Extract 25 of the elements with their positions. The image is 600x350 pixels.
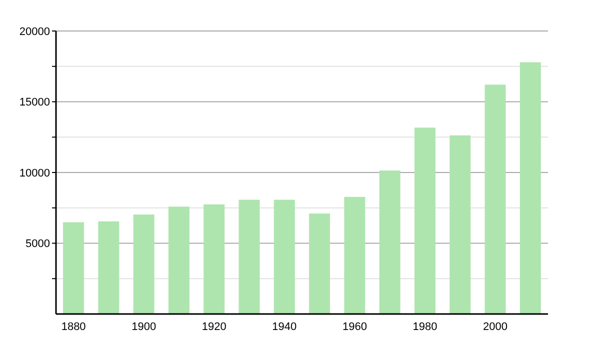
bar (133, 214, 154, 314)
x-tick-label: 1900 (132, 320, 156, 333)
y-tick-label: 15000 (19, 96, 50, 109)
bar (450, 135, 471, 314)
x-tick-label: 1980 (412, 320, 438, 333)
bar (484, 84, 506, 314)
bar (274, 200, 295, 314)
x-tick-label: 1940 (272, 320, 297, 333)
y-tick-label: 5000 (26, 238, 50, 250)
bar (63, 222, 84, 314)
bar (238, 200, 260, 314)
bar (414, 128, 436, 314)
bar (98, 221, 120, 314)
x-tick-label: 1880 (61, 320, 86, 333)
x-tick-label: 1920 (202, 320, 226, 333)
bar (344, 196, 366, 314)
bar (379, 170, 400, 314)
x-tick-label: 1960 (342, 320, 367, 333)
bar (309, 214, 330, 314)
y-tick-label: 20000 (19, 26, 50, 38)
bar (204, 204, 225, 314)
bar (168, 206, 190, 314)
x-tick-label: 2000 (483, 320, 508, 333)
bar (520, 62, 541, 314)
y-tick-label: 10000 (19, 167, 50, 180)
